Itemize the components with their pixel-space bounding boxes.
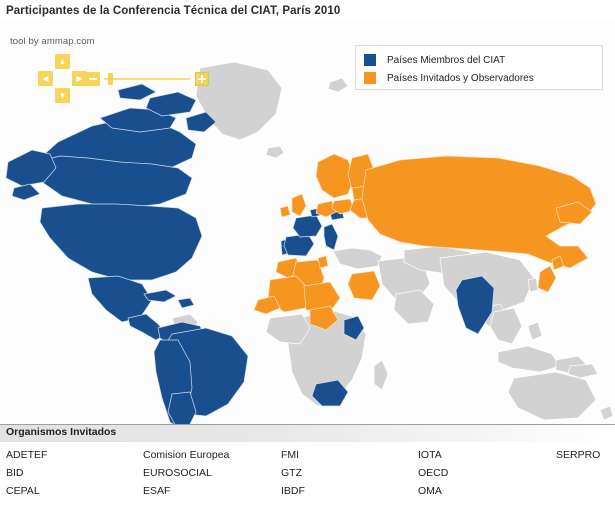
organization-item: ADETEF bbox=[6, 449, 48, 461]
organization-item: ESAF bbox=[143, 485, 171, 497]
legend-item-members[interactable]: Países Miembros del CIAT bbox=[364, 52, 602, 68]
organization-item: IOTA bbox=[418, 449, 442, 461]
pan-right-icon[interactable]: ▶ bbox=[72, 71, 87, 86]
organization-item: FMI bbox=[281, 449, 300, 461]
page-title: Participantes de la Conferencia Técnica … bbox=[6, 5, 341, 17]
pan-down-icon[interactable]: ▼ bbox=[55, 88, 70, 103]
organizations-column: SERPRO bbox=[556, 446, 600, 464]
pan-control[interactable]: ▲ ◀ ▶ ▼ bbox=[38, 54, 88, 104]
organizations-column: FMI GTZ IBDF bbox=[281, 446, 305, 500]
organization-item: CEPAL bbox=[6, 485, 40, 497]
legend-item-invited[interactable]: Países Invitados y Observadores bbox=[364, 70, 602, 86]
title-bar: Participantes de la Conferencia Técnica … bbox=[0, 0, 615, 22]
pan-up-icon[interactable]: ▲ bbox=[55, 54, 70, 69]
legend-swatch-member bbox=[364, 54, 376, 66]
member-countries-layer bbox=[5, 83, 495, 424]
legend-label-invited: Países Invitados y Observadores bbox=[387, 72, 534, 84]
invited-countries-layer bbox=[253, 153, 597, 331]
organization-item: GTZ bbox=[281, 467, 302, 479]
map-attribution[interactable]: tool by ammap.com bbox=[10, 36, 95, 47]
organizations-footer: Organismos Invitados ADETEF BID CEPAL Co… bbox=[0, 424, 615, 512]
zoom-slider-thumb[interactable] bbox=[108, 73, 113, 85]
pan-left-icon[interactable]: ◀ bbox=[38, 71, 53, 86]
organizations-column: Comision Europea EUROSOCIAL ESAF bbox=[143, 446, 229, 500]
organization-item: OECD bbox=[418, 467, 449, 479]
organizations-column: ADETEF BID CEPAL bbox=[6, 446, 47, 500]
organization-item: BID bbox=[6, 467, 24, 479]
world-map-panel[interactable]: tool by ammap.com ▲ ◀ ▶ ▼ Países Miembro… bbox=[0, 22, 615, 424]
organization-item: OMA bbox=[418, 485, 442, 497]
organization-item: SERPRO bbox=[556, 449, 601, 461]
map-legend: Países Miembros del CIAT Países Invitado… bbox=[355, 45, 603, 90]
zoom-in-button[interactable] bbox=[195, 72, 209, 86]
organization-item: IBDF bbox=[281, 485, 305, 497]
legend-label-member: Países Miembros del CIAT bbox=[387, 54, 506, 66]
zoom-out-button[interactable] bbox=[86, 72, 100, 86]
organization-item: Comision Europea bbox=[143, 449, 230, 461]
zoom-slider-track[interactable] bbox=[104, 78, 190, 80]
legend-swatch-invited bbox=[364, 72, 376, 84]
footer-header-title: Organismos Invitados bbox=[6, 426, 117, 438]
footer-header-band bbox=[0, 425, 615, 442]
footer-divider bbox=[0, 424, 615, 425]
organizations-column: IOTA OECD OMA bbox=[418, 446, 448, 500]
organization-item: EUROSOCIAL bbox=[143, 467, 212, 479]
